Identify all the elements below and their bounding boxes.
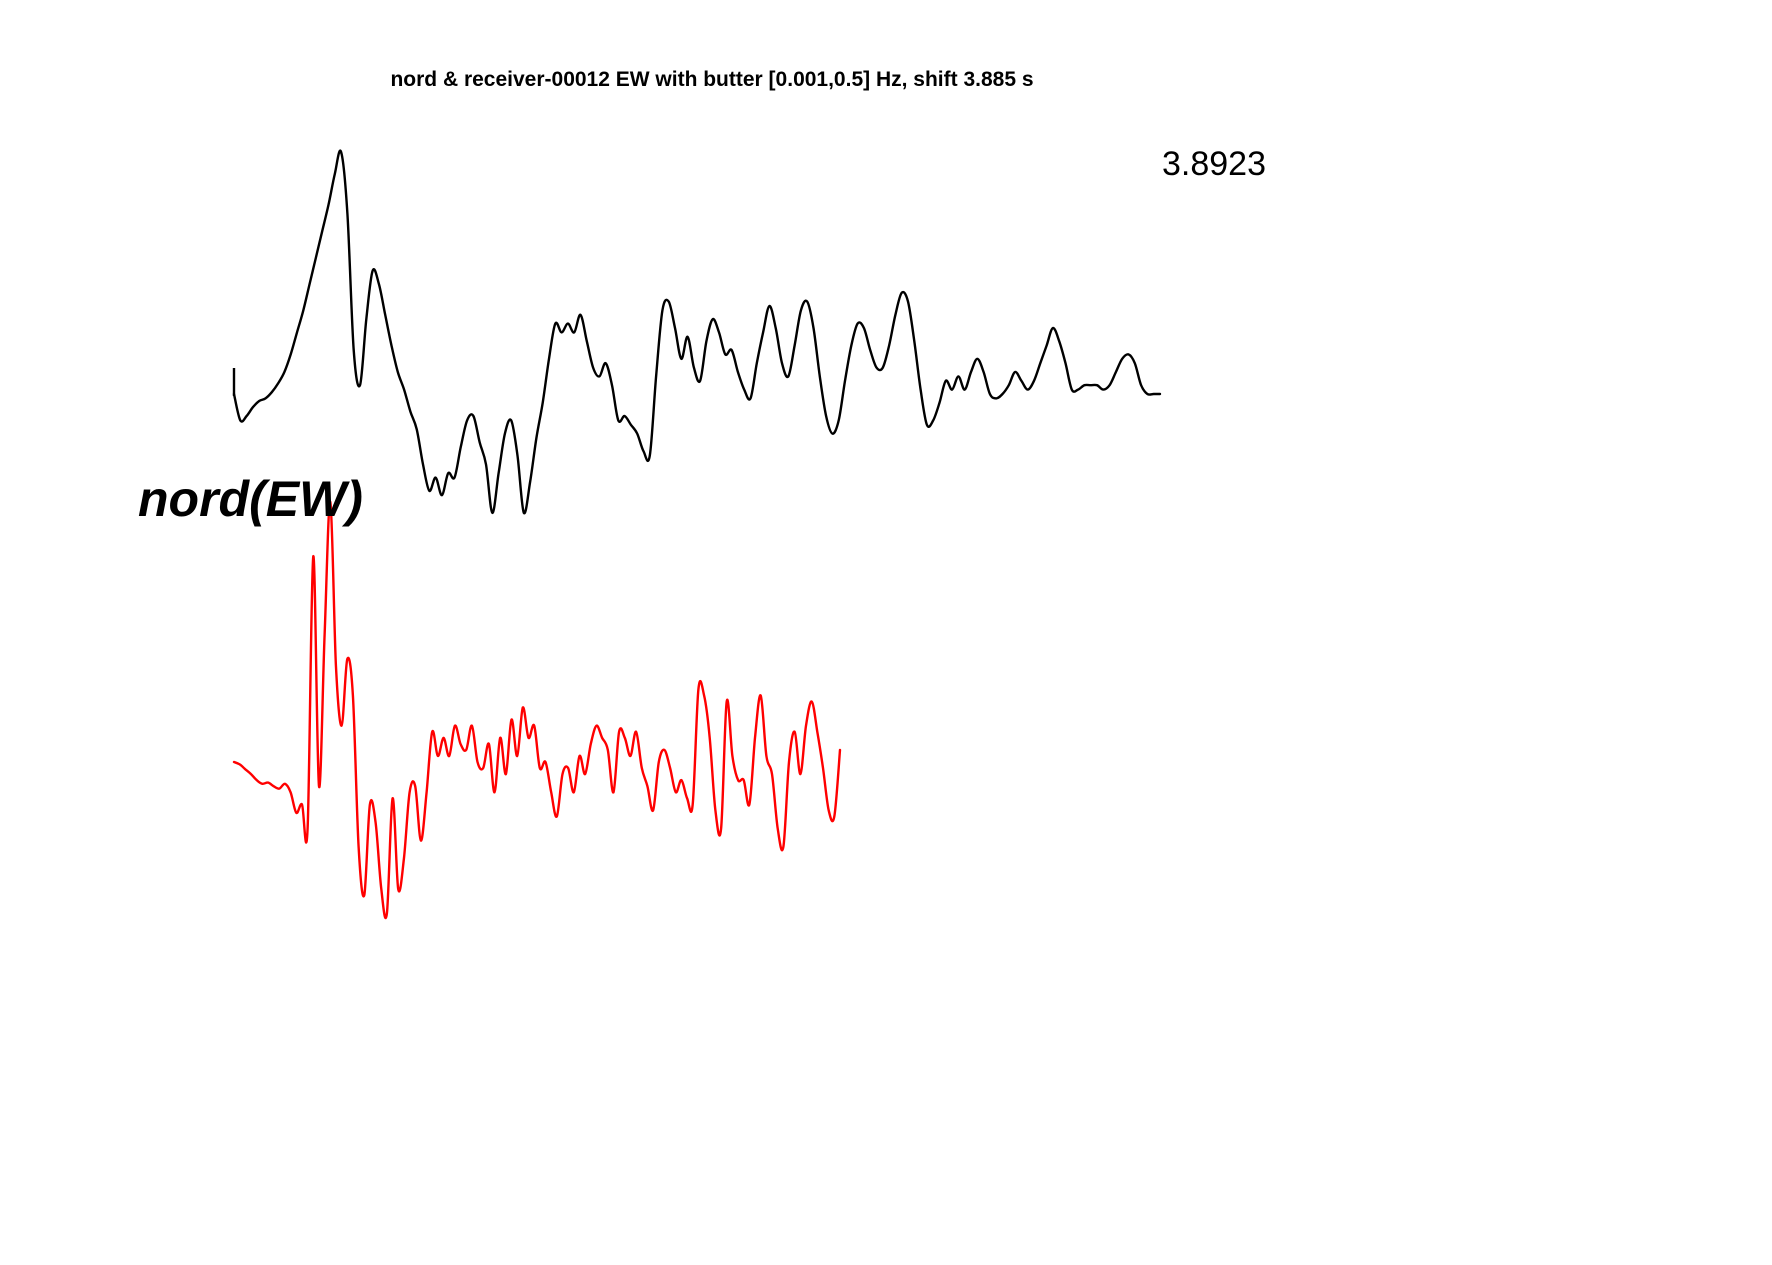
observed-trace-line <box>232 149 1162 515</box>
chart-title: nord & receiver-00012 EW with butter [0.… <box>390 68 1033 91</box>
synthetic-trace-line <box>232 500 842 920</box>
station-label: nord(EW) <box>138 471 363 527</box>
amplitude-label: 3.8923 <box>1162 145 1266 183</box>
